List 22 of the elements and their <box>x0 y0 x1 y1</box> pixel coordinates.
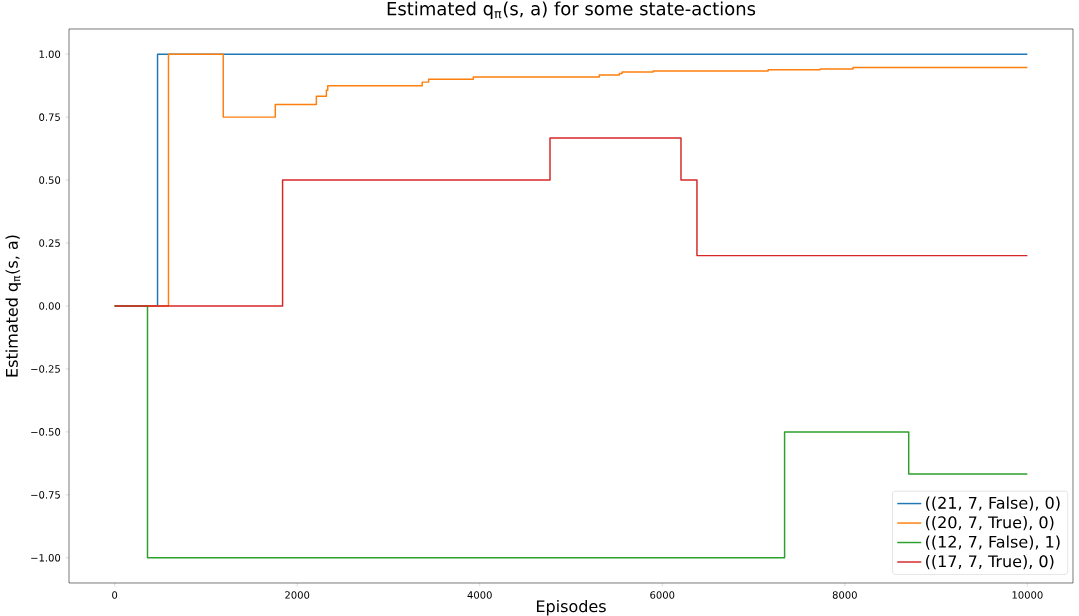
x-tick-label: 2000 <box>285 591 310 599</box>
y-tick-label: 0.75 <box>39 113 60 121</box>
legend-label: ((20, 7, True), 0) <box>926 515 1054 531</box>
y-tick-label: −0.50 <box>31 428 61 436</box>
y-tick-label: 1.00 <box>39 50 61 58</box>
y-tick-label: 0.50 <box>39 176 61 184</box>
x-tick-label: 6000 <box>650 591 675 599</box>
legend-label: ((12, 7, False), 1) <box>926 535 1060 550</box>
x-tick-label: 8000 <box>832 591 857 599</box>
legend-label: ((21, 7, False), 0) <box>926 496 1060 511</box>
x-tick-label: 0 <box>112 591 118 599</box>
x-tick-label: 4000 <box>467 591 492 599</box>
y-tick-label: −1.00 <box>31 554 61 562</box>
y-tick-label: 0.00 <box>39 302 61 310</box>
legend-label: ((17, 7, True), 0) <box>926 554 1054 570</box>
chart-title: Estimated q$_{π}$(s, a) for some state-actions <box>387 1 756 19</box>
x-tick-label: 10000 <box>1012 591 1043 599</box>
y-tick-label: −0.25 <box>31 365 60 373</box>
y-tick-label: −0.75 <box>31 491 60 499</box>
y-axis-title: Estimated q$_{π}$(s, a) <box>5 235 21 377</box>
y-tick-label: 0.25 <box>39 239 60 247</box>
x-axis-title: Episodes <box>536 599 606 616</box>
